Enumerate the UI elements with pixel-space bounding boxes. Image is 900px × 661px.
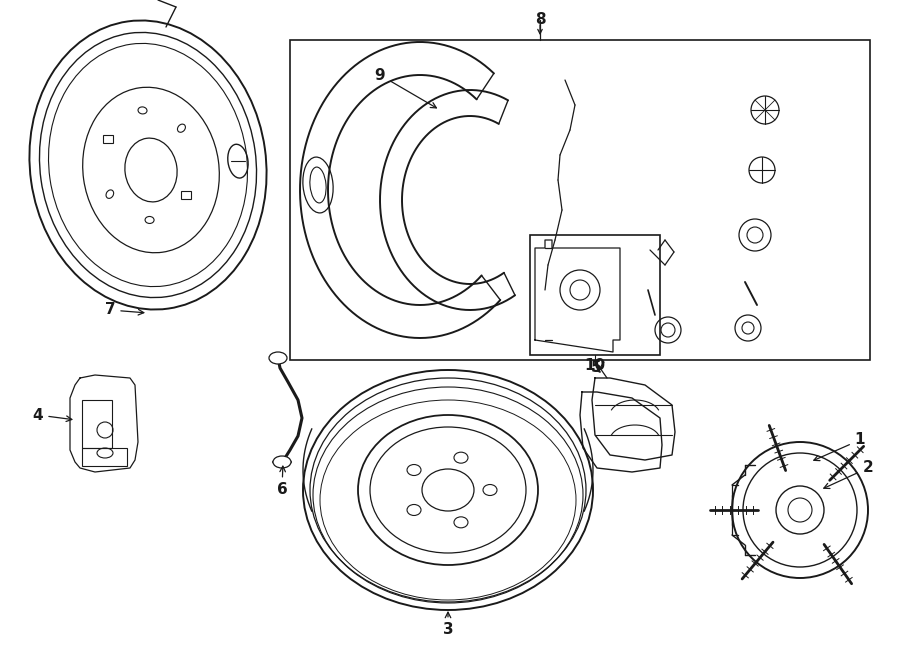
Text: 10: 10 [584, 358, 606, 373]
Text: 3: 3 [443, 612, 454, 637]
Text: 2: 2 [824, 461, 873, 488]
Text: 5: 5 [590, 360, 601, 375]
Text: 1: 1 [814, 432, 865, 461]
Bar [104, 136, 113, 143]
Text: 9: 9 [374, 67, 436, 108]
Text: 6: 6 [276, 466, 287, 498]
Bar [290, 40, 870, 360]
Bar [530, 235, 660, 355]
Bar [82, 448, 127, 466]
Bar [82, 400, 112, 448]
Text: 8: 8 [535, 13, 545, 28]
Ellipse shape [269, 352, 287, 364]
Text: 7: 7 [104, 303, 144, 317]
Bar [181, 191, 191, 199]
Ellipse shape [273, 456, 291, 468]
Text: 4: 4 [32, 407, 72, 422]
